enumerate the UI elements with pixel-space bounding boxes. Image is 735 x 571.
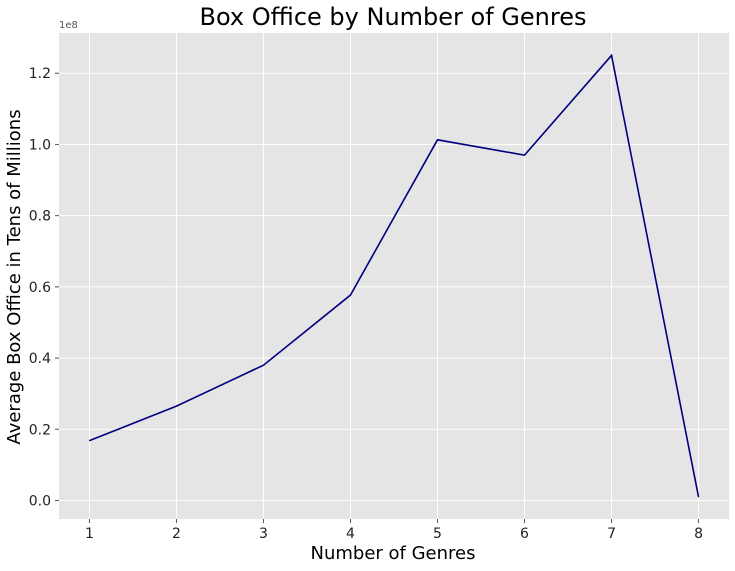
x-tick-label: 6 [520, 526, 529, 542]
x-tick-label: 7 [607, 526, 616, 542]
grid-lines [59, 33, 729, 519]
data-point [524, 154, 526, 156]
y-axis-label: Average Box Office in Tens of Millions [4, 109, 25, 444]
x-axis-label: Number of Genres [311, 543, 476, 564]
y-tick-label: 0.0 [29, 493, 51, 509]
x-tick-label: 4 [346, 526, 355, 542]
data-point [262, 364, 264, 366]
chart-title: Box Office by Number of Genres [200, 3, 587, 31]
data-point [698, 496, 700, 498]
y-axis-offset-label: 1e8 [59, 20, 78, 31]
x-tick-label: 2 [172, 526, 181, 542]
y-tick-label: 0.6 [29, 280, 51, 296]
x-tick-label: 8 [694, 526, 703, 542]
x-tick-label: 5 [433, 526, 442, 542]
data-point [88, 440, 90, 442]
plot-area [59, 33, 729, 519]
y-tick-label: 0.2 [29, 422, 51, 438]
data-point [349, 294, 351, 296]
x-tick-label: 3 [259, 526, 268, 542]
series-line [89, 53, 700, 498]
y-axis-ticks: 0.0 0.2 0.4 0.6 0.8 1.0 1.2 [29, 66, 59, 509]
y-tick-label: 0.4 [29, 351, 51, 367]
data-point [611, 54, 613, 56]
x-axis-ticks: 1 2 3 4 5 6 7 8 [85, 519, 703, 542]
series-layer [88, 53, 700, 498]
y-tick-label: 1.0 [29, 137, 51, 153]
y-tick-label: 1.2 [29, 66, 51, 82]
x-tick-label: 1 [85, 526, 94, 542]
data-point [175, 405, 177, 407]
y-tick-label: 0.8 [29, 209, 51, 225]
data-point [437, 139, 439, 141]
